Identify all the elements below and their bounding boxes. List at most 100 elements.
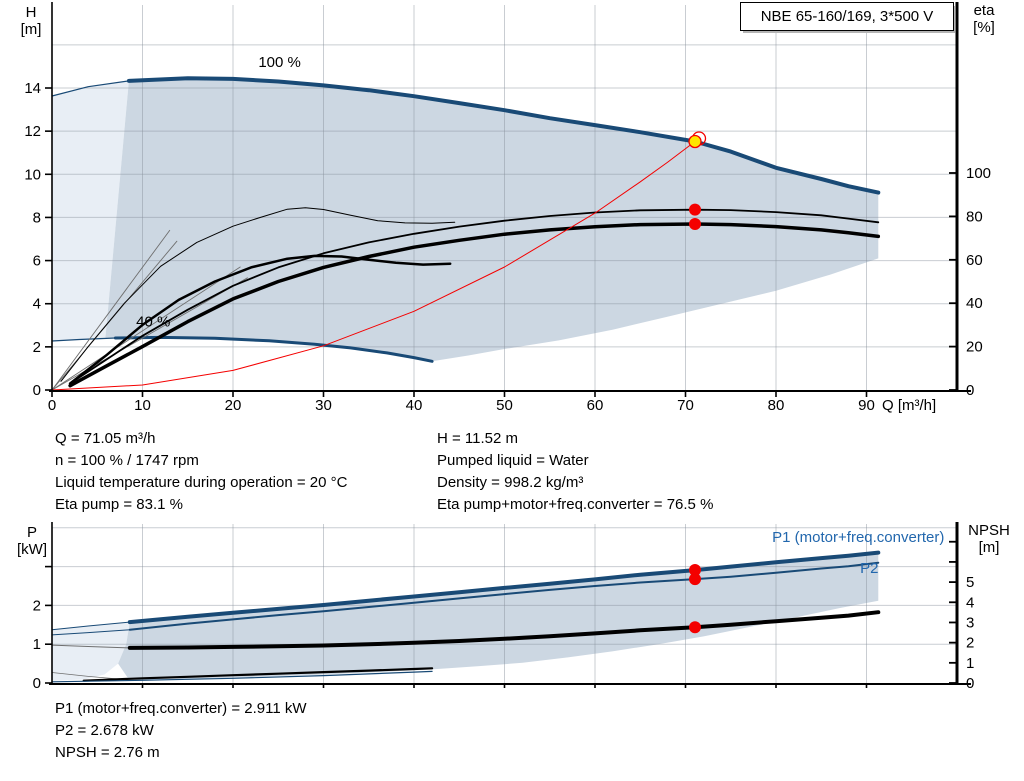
npsh-curve [127, 610, 881, 650]
h-curve-100pct-extension [51, 80, 130, 97]
svg-text:14: 14 [24, 80, 41, 97]
svg-text:0: 0 [966, 382, 974, 399]
p-axis-label: P [kW] [10, 524, 54, 558]
svg-text:60: 60 [587, 397, 604, 414]
eta-curve-thin [60, 207, 456, 382]
tick-labels: 0 1 2 0 1 2 3 4 5 [33, 574, 975, 692]
svg-text:0: 0 [48, 397, 56, 414]
h-axis-label: H [m] [12, 4, 50, 38]
npsh-point [689, 621, 702, 634]
info-p1: P1 (motor+freq.converter) = 2.911 kW [55, 700, 307, 717]
svg-text:0: 0 [33, 675, 41, 692]
eta-total-curve [68, 222, 881, 388]
info-q: Q = 71.05 m³/h [55, 430, 156, 447]
svg-text:10: 10 [134, 397, 151, 414]
p2-point [689, 573, 702, 586]
svg-text:70: 70 [677, 397, 694, 414]
svg-text:20: 20 [966, 339, 983, 356]
eta-axis-name: eta [973, 2, 995, 19]
svg-text:50: 50 [496, 397, 513, 414]
svg-text:100: 100 [966, 165, 991, 182]
svg-text:4: 4 [33, 296, 41, 313]
pump-type-box: NBE 65-160/169, 3*500 V [740, 2, 954, 31]
info-p2: P2 = 2.678 kW [55, 722, 154, 739]
power-envelope [118, 552, 879, 681]
svg-text:2: 2 [966, 635, 974, 652]
h-axis-unit: [m] [20, 21, 42, 38]
info-density: Density = 998.2 kg/m³ [437, 474, 584, 491]
p1-curve [127, 550, 881, 625]
p1-curve-label: P1 (motor+freq.converter) [772, 529, 944, 546]
info-pumped-liquid: Pumped liquid = Water [437, 452, 589, 469]
svg-text:0: 0 [33, 382, 41, 399]
gridlines [52, 5, 957, 391]
h-axis-name: H [25, 4, 37, 21]
eta-axis-label: eta [%] [963, 2, 1005, 36]
svg-text:4: 4 [966, 594, 974, 611]
p2-curve-label: P2 [860, 560, 878, 577]
affinity-line-3 [51, 266, 241, 391]
svg-text:1: 1 [966, 655, 974, 672]
eta-total-point [689, 217, 702, 230]
affinity-line-1 [51, 229, 171, 391]
h-curve-40pct [113, 335, 434, 363]
svg-text:2: 2 [33, 339, 41, 356]
svg-text:3: 3 [966, 614, 974, 631]
svg-text:60: 60 [966, 252, 983, 269]
svg-text:40: 40 [406, 397, 423, 414]
speed-label-40: 40 % [136, 313, 170, 330]
svg-text:12: 12 [24, 123, 41, 140]
axes [45, 522, 971, 688]
eta-pump-point [689, 203, 702, 216]
h-curve-100pct [126, 76, 881, 195]
eta-pump-curve [69, 208, 880, 385]
svg-text:90: 90 [858, 397, 875, 414]
info-npsh: NPSH = 2.76 m [55, 744, 160, 761]
power-envelope-extended [52, 622, 130, 681]
svg-text:8: 8 [33, 209, 41, 226]
eta-curve-medium [68, 254, 452, 385]
svg-text:40: 40 [966, 295, 983, 312]
info-speed: n = 100 % / 1747 rpm [55, 452, 199, 469]
info-h: H = 11.52 m [437, 430, 519, 447]
h-curve-40pct-extension [51, 337, 117, 342]
p2-curve-extension [51, 629, 131, 636]
p1-curve-extension [51, 621, 131, 631]
svg-text:1: 1 [33, 636, 41, 653]
p2-curve [128, 561, 880, 631]
gridlines [52, 524, 957, 684]
duty-point[interactable] [688, 134, 702, 149]
npsh-axis-unit: [m] [978, 539, 1000, 556]
svg-text:20: 20 [225, 397, 242, 414]
svg-text:0: 0 [966, 675, 974, 692]
tick-labels: 0 2 4 6 8 10 12 14 0 20 40 60 80 100 0 10 20 30 40 50 60 70 80… [24, 80, 991, 414]
p-40pct-blue [51, 670, 433, 683]
svg-text:10: 10 [24, 166, 41, 183]
info-liquid-temp: Liquid temperature during operation = 20… [55, 474, 348, 491]
npsh-axis-label: NPSH [m] [960, 522, 1018, 556]
svg-text:6: 6 [33, 253, 41, 270]
svg-text:5: 5 [966, 574, 974, 591]
axes [45, 2, 971, 397]
operating-envelope-extended [52, 80, 129, 342]
svg-text:80: 80 [768, 397, 785, 414]
svg-text:80: 80 [966, 208, 983, 225]
svg-text:2: 2 [33, 597, 41, 614]
svg-text:30: 30 [315, 397, 332, 414]
npsh-axis-name: NPSH [968, 522, 1010, 539]
p-40pct-curve [82, 667, 434, 682]
eta-axis-unit: [%] [973, 19, 995, 36]
info-eta-pump: Eta pump = 83.1 % [55, 496, 183, 513]
p-axis-name: P [26, 524, 37, 541]
operating-envelope [105, 78, 879, 362]
npsh-curve-extension [51, 644, 131, 649]
pump-type-label: NBE 65-160/169, 3*500 V [760, 8, 934, 25]
system-curve-red [51, 141, 696, 391]
speed-label-100: 100 % [258, 54, 301, 71]
p-axis-unit: [kW] [17, 541, 47, 558]
x-axis-label: Q [m³/h] [882, 397, 936, 414]
p1-point [689, 564, 702, 577]
info-eta-total: Eta pump+motor+freq.converter = 76.5 % [437, 496, 714, 513]
